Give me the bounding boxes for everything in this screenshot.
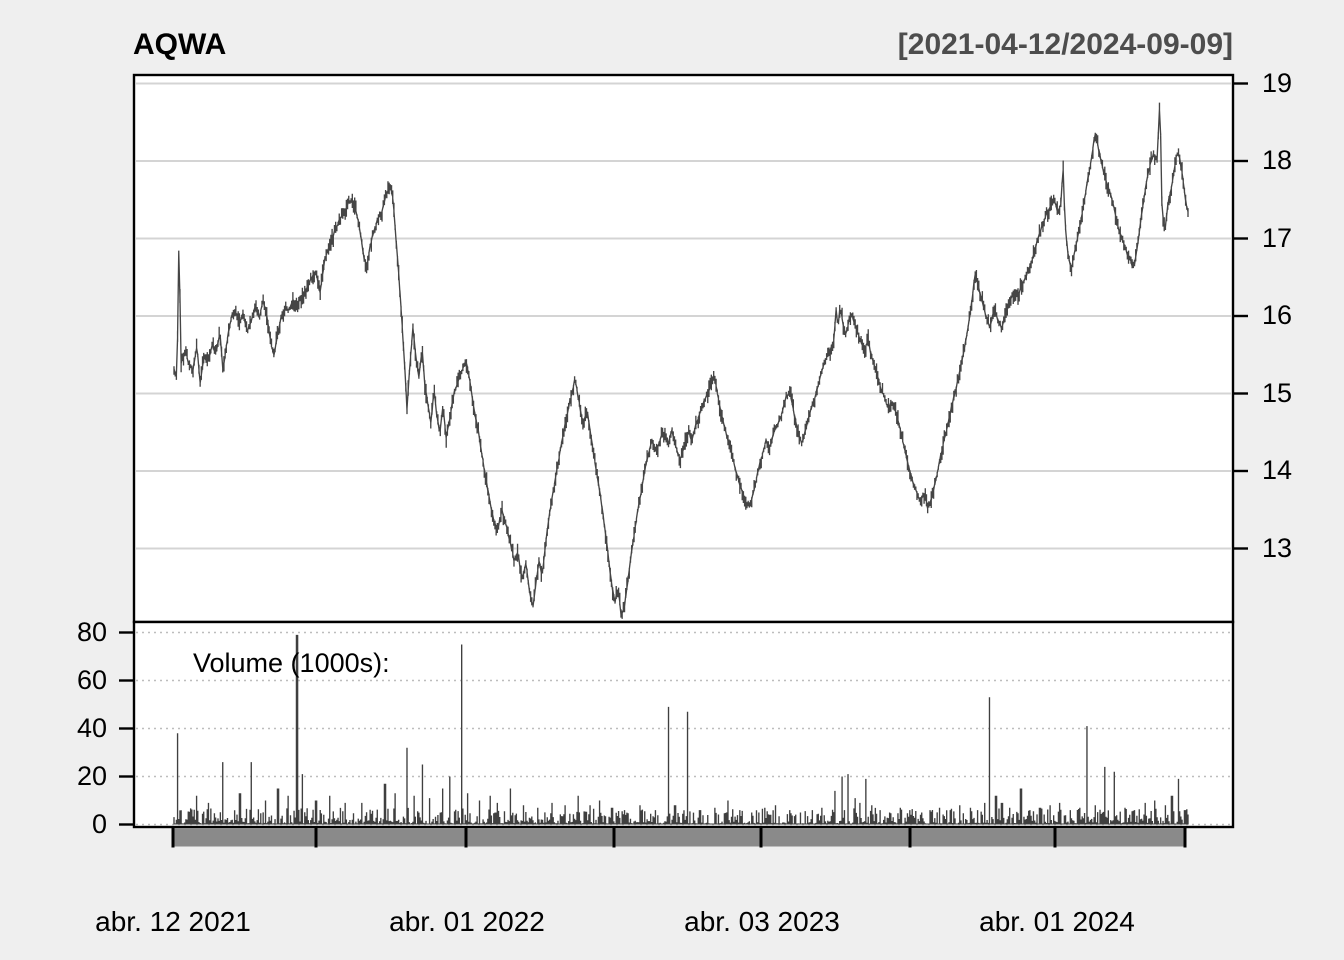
x-axis-tick-label: abr. 12 2021 bbox=[95, 906, 251, 937]
price-tick-label: 14 bbox=[1262, 454, 1293, 485]
volume-tick-label: 40 bbox=[76, 712, 107, 743]
volume-tick-label: 80 bbox=[76, 616, 107, 647]
price-series bbox=[173, 102, 1189, 619]
panel-frames bbox=[132, 73, 1235, 829]
gridlines bbox=[136, 82, 1231, 826]
price-tick-label: 18 bbox=[1262, 144, 1293, 175]
volume-bars bbox=[173, 634, 1189, 825]
x-axis-tick-label: abr. 01 2024 bbox=[979, 906, 1135, 937]
date-range-label: [2021-04-12/2024-09-09] bbox=[897, 28, 1233, 61]
volume-tick-label: 20 bbox=[76, 760, 107, 791]
price-tick-label: 16 bbox=[1262, 299, 1293, 330]
x-axis-tick-label: abr. 03 2023 bbox=[684, 906, 840, 937]
page-title: AQWA bbox=[133, 28, 227, 61]
volume-tick-label: 60 bbox=[76, 664, 107, 695]
x-axis-tick-label: abr. 01 2022 bbox=[389, 906, 545, 937]
volume-panel-label: Volume (1000s): bbox=[193, 648, 390, 678]
volume-tick-label: 0 bbox=[91, 808, 107, 839]
price-tick-label: 13 bbox=[1262, 532, 1293, 563]
date-band bbox=[171, 827, 1187, 848]
price-tick-label: 19 bbox=[1262, 67, 1293, 98]
price-tick-label: 15 bbox=[1262, 377, 1293, 408]
price-tick-label: 17 bbox=[1262, 222, 1293, 253]
axis-ticks bbox=[119, 82, 1248, 826]
